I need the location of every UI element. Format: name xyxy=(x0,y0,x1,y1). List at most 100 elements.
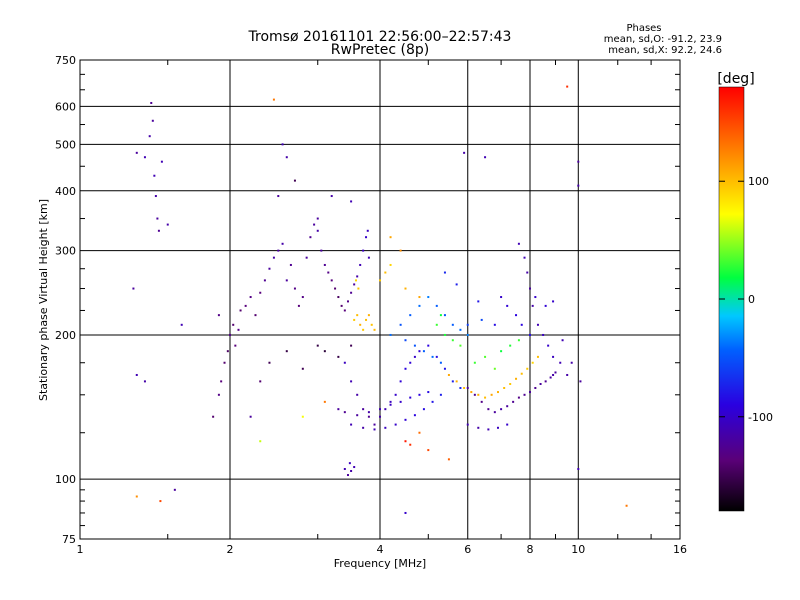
data-point xyxy=(323,400,326,403)
data-point xyxy=(459,328,462,331)
data-point xyxy=(413,344,416,347)
data-point xyxy=(500,408,503,411)
y-tick-labels: 75 100 200 300 400 500 600 750 xyxy=(55,54,76,546)
data-point xyxy=(480,318,483,321)
data-point xyxy=(534,386,537,389)
data-point xyxy=(263,279,266,282)
data-point xyxy=(515,314,518,317)
data-point xyxy=(536,355,539,358)
data-point xyxy=(404,339,407,342)
data-point xyxy=(354,279,357,282)
data-point xyxy=(542,333,545,336)
phases-mean-o: mean, sd,O: -91.2, 23.9 xyxy=(604,34,722,45)
data-point xyxy=(277,249,280,252)
data-point xyxy=(343,361,346,364)
data-point xyxy=(353,318,356,321)
data-point xyxy=(135,373,138,376)
data-point xyxy=(466,423,469,426)
data-point xyxy=(180,323,183,326)
data-point xyxy=(526,271,529,274)
data-point xyxy=(493,411,496,414)
data-point xyxy=(435,304,438,307)
data-point xyxy=(517,396,520,399)
data-point xyxy=(536,323,539,326)
data-point xyxy=(348,462,351,465)
data-point xyxy=(334,287,337,290)
x-tick-label: 8 xyxy=(527,543,534,556)
data-point xyxy=(353,283,356,286)
data-point xyxy=(459,386,462,389)
data-point xyxy=(439,361,442,364)
data-point xyxy=(153,174,156,177)
data-point xyxy=(520,372,523,375)
data-point xyxy=(148,135,151,138)
data-point xyxy=(404,367,407,370)
data-point xyxy=(154,195,157,198)
data-point xyxy=(487,408,490,411)
data-point xyxy=(427,449,430,452)
data-point xyxy=(320,249,323,252)
x-tick-label: 2 xyxy=(227,543,234,556)
data-point xyxy=(451,339,454,342)
data-point xyxy=(566,373,569,376)
data-point xyxy=(399,380,402,383)
data-point xyxy=(212,415,215,418)
colorbar-tick-label: 100 xyxy=(748,175,769,188)
data-point xyxy=(359,323,362,326)
y-tick-label: 500 xyxy=(55,138,76,151)
data-point xyxy=(249,296,252,299)
data-point xyxy=(217,393,220,396)
data-point xyxy=(350,469,353,472)
data-point xyxy=(281,242,284,245)
plot-area xyxy=(79,59,681,540)
data-point xyxy=(285,156,288,159)
data-point xyxy=(289,263,292,266)
data-point xyxy=(379,279,381,282)
y-tick-label: 750 xyxy=(55,54,76,67)
data-point xyxy=(463,386,466,389)
x-tick-labels: 1 2 4 6 8 10 16 xyxy=(77,543,688,556)
data-point xyxy=(259,380,262,383)
data-point xyxy=(143,156,146,159)
chart-subtitle: RwPretec (8p) xyxy=(331,42,429,58)
data-point xyxy=(367,415,370,418)
data-point xyxy=(418,304,421,307)
data-point xyxy=(389,236,392,239)
data-point xyxy=(506,405,509,408)
data-point xyxy=(404,440,407,443)
data-point xyxy=(301,415,304,418)
data-point xyxy=(357,287,360,290)
data-point xyxy=(577,160,580,163)
data-point xyxy=(232,323,235,326)
data-point xyxy=(327,271,330,274)
data-point xyxy=(237,328,240,331)
data-point xyxy=(394,393,397,396)
data-point xyxy=(367,411,370,414)
data-point xyxy=(399,323,402,326)
data-point xyxy=(431,400,434,403)
data-point xyxy=(132,287,135,290)
data-point xyxy=(394,423,397,426)
data-point xyxy=(384,271,387,274)
data-point xyxy=(350,291,353,294)
data-point xyxy=(373,423,376,426)
data-point xyxy=(490,393,493,396)
data-point xyxy=(496,391,499,394)
colorbar-tick-label: -100 xyxy=(748,411,773,424)
data-point xyxy=(451,380,454,383)
data-point xyxy=(353,466,356,469)
data-point xyxy=(554,371,557,374)
data-point xyxy=(570,361,573,364)
y-tick-label: 200 xyxy=(55,329,76,342)
phases-heading: Phases xyxy=(626,23,661,34)
x-axis-label: Frequency [MHz] xyxy=(334,557,426,570)
data-point xyxy=(166,223,169,226)
data-point xyxy=(370,323,373,326)
data-point xyxy=(484,156,487,159)
data-point xyxy=(484,355,487,358)
y-tick-label: 400 xyxy=(55,185,76,198)
data-point xyxy=(459,344,462,347)
data-point xyxy=(549,376,552,379)
data-point xyxy=(135,495,138,498)
data-point xyxy=(547,344,550,347)
